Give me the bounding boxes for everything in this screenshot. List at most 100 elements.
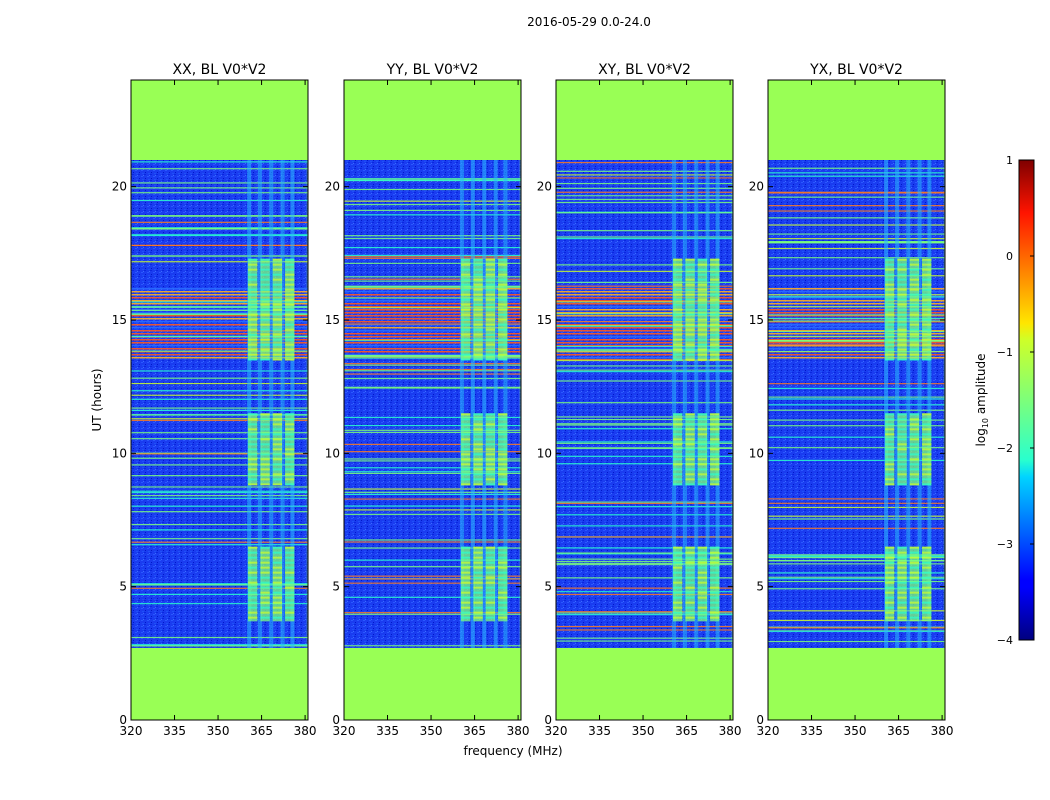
rfi-line: [344, 297, 521, 299]
panels: XX, BL V0*V2 320 335 350 365 380 0 5 10 15 20 UT (h…: [90, 62, 954, 758]
rfi-line: [768, 409, 945, 411]
emission-stripe: [272, 483, 283, 486]
emission-stripe: [897, 423, 907, 426]
colorbar-gradient: [1018, 159, 1035, 641]
flag-line: [556, 336, 733, 338]
emission-stripe: [685, 546, 695, 549]
emission-stripe: [897, 308, 907, 311]
emission-stripe: [272, 438, 283, 441]
emission-stripe: [248, 433, 258, 436]
emission-stripe: [272, 473, 283, 476]
emission-stripe: [922, 458, 932, 461]
emission-stripe: [260, 318, 270, 321]
y-tick-label: 10: [537, 446, 552, 460]
emission-block: [710, 546, 720, 622]
emission-stripe: [461, 258, 471, 261]
emission-stripe: [909, 606, 920, 609]
emission-stripe: [248, 338, 258, 341]
emission-stripe: [885, 338, 895, 341]
emission-stripe: [485, 313, 496, 316]
emission-stripe: [248, 478, 258, 481]
rfi-line: [344, 209, 521, 212]
emission-stripe: [498, 318, 508, 321]
emission-stripe: [285, 423, 295, 426]
emission-stripe: [272, 298, 283, 301]
rfi-line: [344, 188, 521, 191]
flag-line: [556, 342, 733, 344]
emission-stripe: [498, 343, 508, 346]
emission-stripe: [897, 483, 907, 486]
emission-stripe: [673, 611, 683, 614]
emission-stripe: [909, 423, 920, 426]
flag-line: [344, 306, 521, 308]
emission-stripe: [498, 308, 508, 311]
emission-stripe: [897, 333, 907, 336]
rfi-line: [556, 463, 733, 465]
emission-stripe: [485, 318, 496, 321]
rfi-line: [131, 475, 308, 477]
emission-stripe: [260, 581, 270, 584]
rfi-line: [556, 201, 733, 204]
flag-line: [344, 312, 521, 314]
emission-stripe: [260, 458, 270, 461]
rfi-line: [131, 313, 308, 315]
emission-stripe: [673, 453, 683, 456]
emission-stripe: [260, 566, 270, 569]
emission-stripe: [498, 328, 508, 331]
rfi-line: [768, 233, 945, 235]
emission-stripe: [473, 308, 483, 311]
emission-stripe: [710, 348, 720, 351]
emission-stripe: [909, 258, 920, 261]
emission-stripe: [461, 328, 471, 331]
emission-stripe: [909, 453, 920, 456]
emission-stripe: [710, 298, 720, 301]
emission-stripe: [922, 571, 932, 574]
emission-stripe: [272, 268, 283, 271]
flag-line: [344, 333, 521, 335]
emission-stripe: [248, 576, 258, 579]
emission-stripe: [897, 283, 907, 286]
rfi-line: [344, 471, 521, 473]
emission-stripe: [260, 611, 270, 614]
emission-stripe: [461, 333, 471, 336]
emission-stripe: [498, 546, 508, 549]
rfi-line: [768, 191, 945, 193]
emission-stripe: [272, 338, 283, 341]
emission-stripe: [710, 323, 720, 326]
emission-stripe: [697, 418, 708, 421]
rfi-line: [344, 257, 521, 259]
emission-stripe: [260, 463, 270, 466]
emission-stripe: [473, 483, 483, 486]
emission-stripe: [498, 413, 508, 416]
rfi-line: [556, 502, 733, 505]
emission-stripe: [473, 433, 483, 436]
emission-stripe: [897, 478, 907, 481]
y-tick-label: 15: [325, 313, 340, 327]
rfi-line: [131, 593, 308, 595]
emission-stripe: [909, 418, 920, 421]
emission-stripe: [897, 616, 907, 619]
emission-stripe: [885, 313, 895, 316]
emission-stripe: [710, 561, 720, 564]
emission-stripe: [498, 258, 508, 261]
rfi-line: [556, 591, 733, 593]
emission-stripe: [897, 611, 907, 614]
rfi-line: [768, 459, 945, 462]
emission-stripe: [710, 586, 720, 589]
emission-stripe: [485, 343, 496, 346]
emission-stripe: [685, 566, 695, 569]
flag-line: [768, 297, 945, 299]
emission-stripe: [461, 606, 471, 609]
emission-stripe: [673, 263, 683, 266]
emission-stripe: [485, 606, 496, 609]
panel-title: YX, BL V0*V2: [809, 62, 903, 78]
emission-stripe: [285, 323, 295, 326]
flag-line: [344, 321, 521, 323]
emission-block: [485, 546, 496, 622]
emission-stripe: [673, 448, 683, 451]
emission-stripe: [885, 546, 895, 549]
emission-stripe: [485, 463, 496, 466]
rfi-line: [556, 237, 733, 240]
emission-stripe: [909, 483, 920, 486]
